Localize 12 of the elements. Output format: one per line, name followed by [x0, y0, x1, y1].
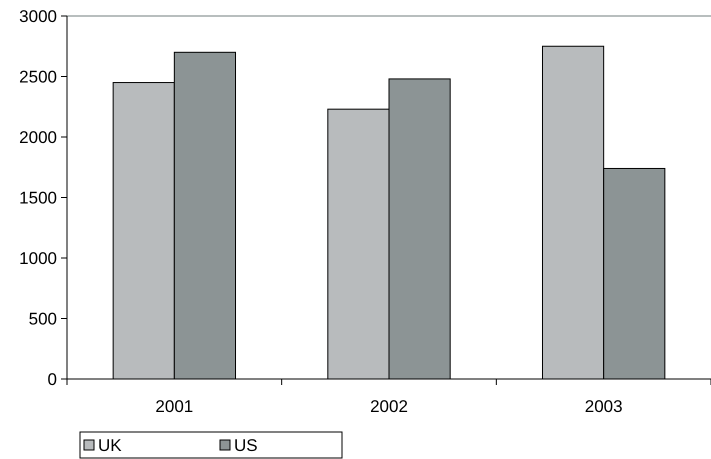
legend-label: US	[234, 436, 258, 455]
y-tick-label: 3000	[19, 6, 57, 26]
x-tick-label: 2001	[155, 397, 194, 416]
y-tick-label: 0	[48, 370, 57, 389]
legend-label: UK	[98, 436, 122, 455]
y-tick-label: 1000	[19, 248, 57, 268]
y-tick-label: 2500	[19, 67, 57, 86]
y-tick-label: 2000	[19, 128, 57, 147]
x-tick-label: 2003	[584, 397, 623, 416]
y-tick-label: 1500	[19, 188, 57, 208]
x-tick-label: 2002	[370, 397, 408, 416]
y-tick-label: 500	[28, 309, 57, 328]
